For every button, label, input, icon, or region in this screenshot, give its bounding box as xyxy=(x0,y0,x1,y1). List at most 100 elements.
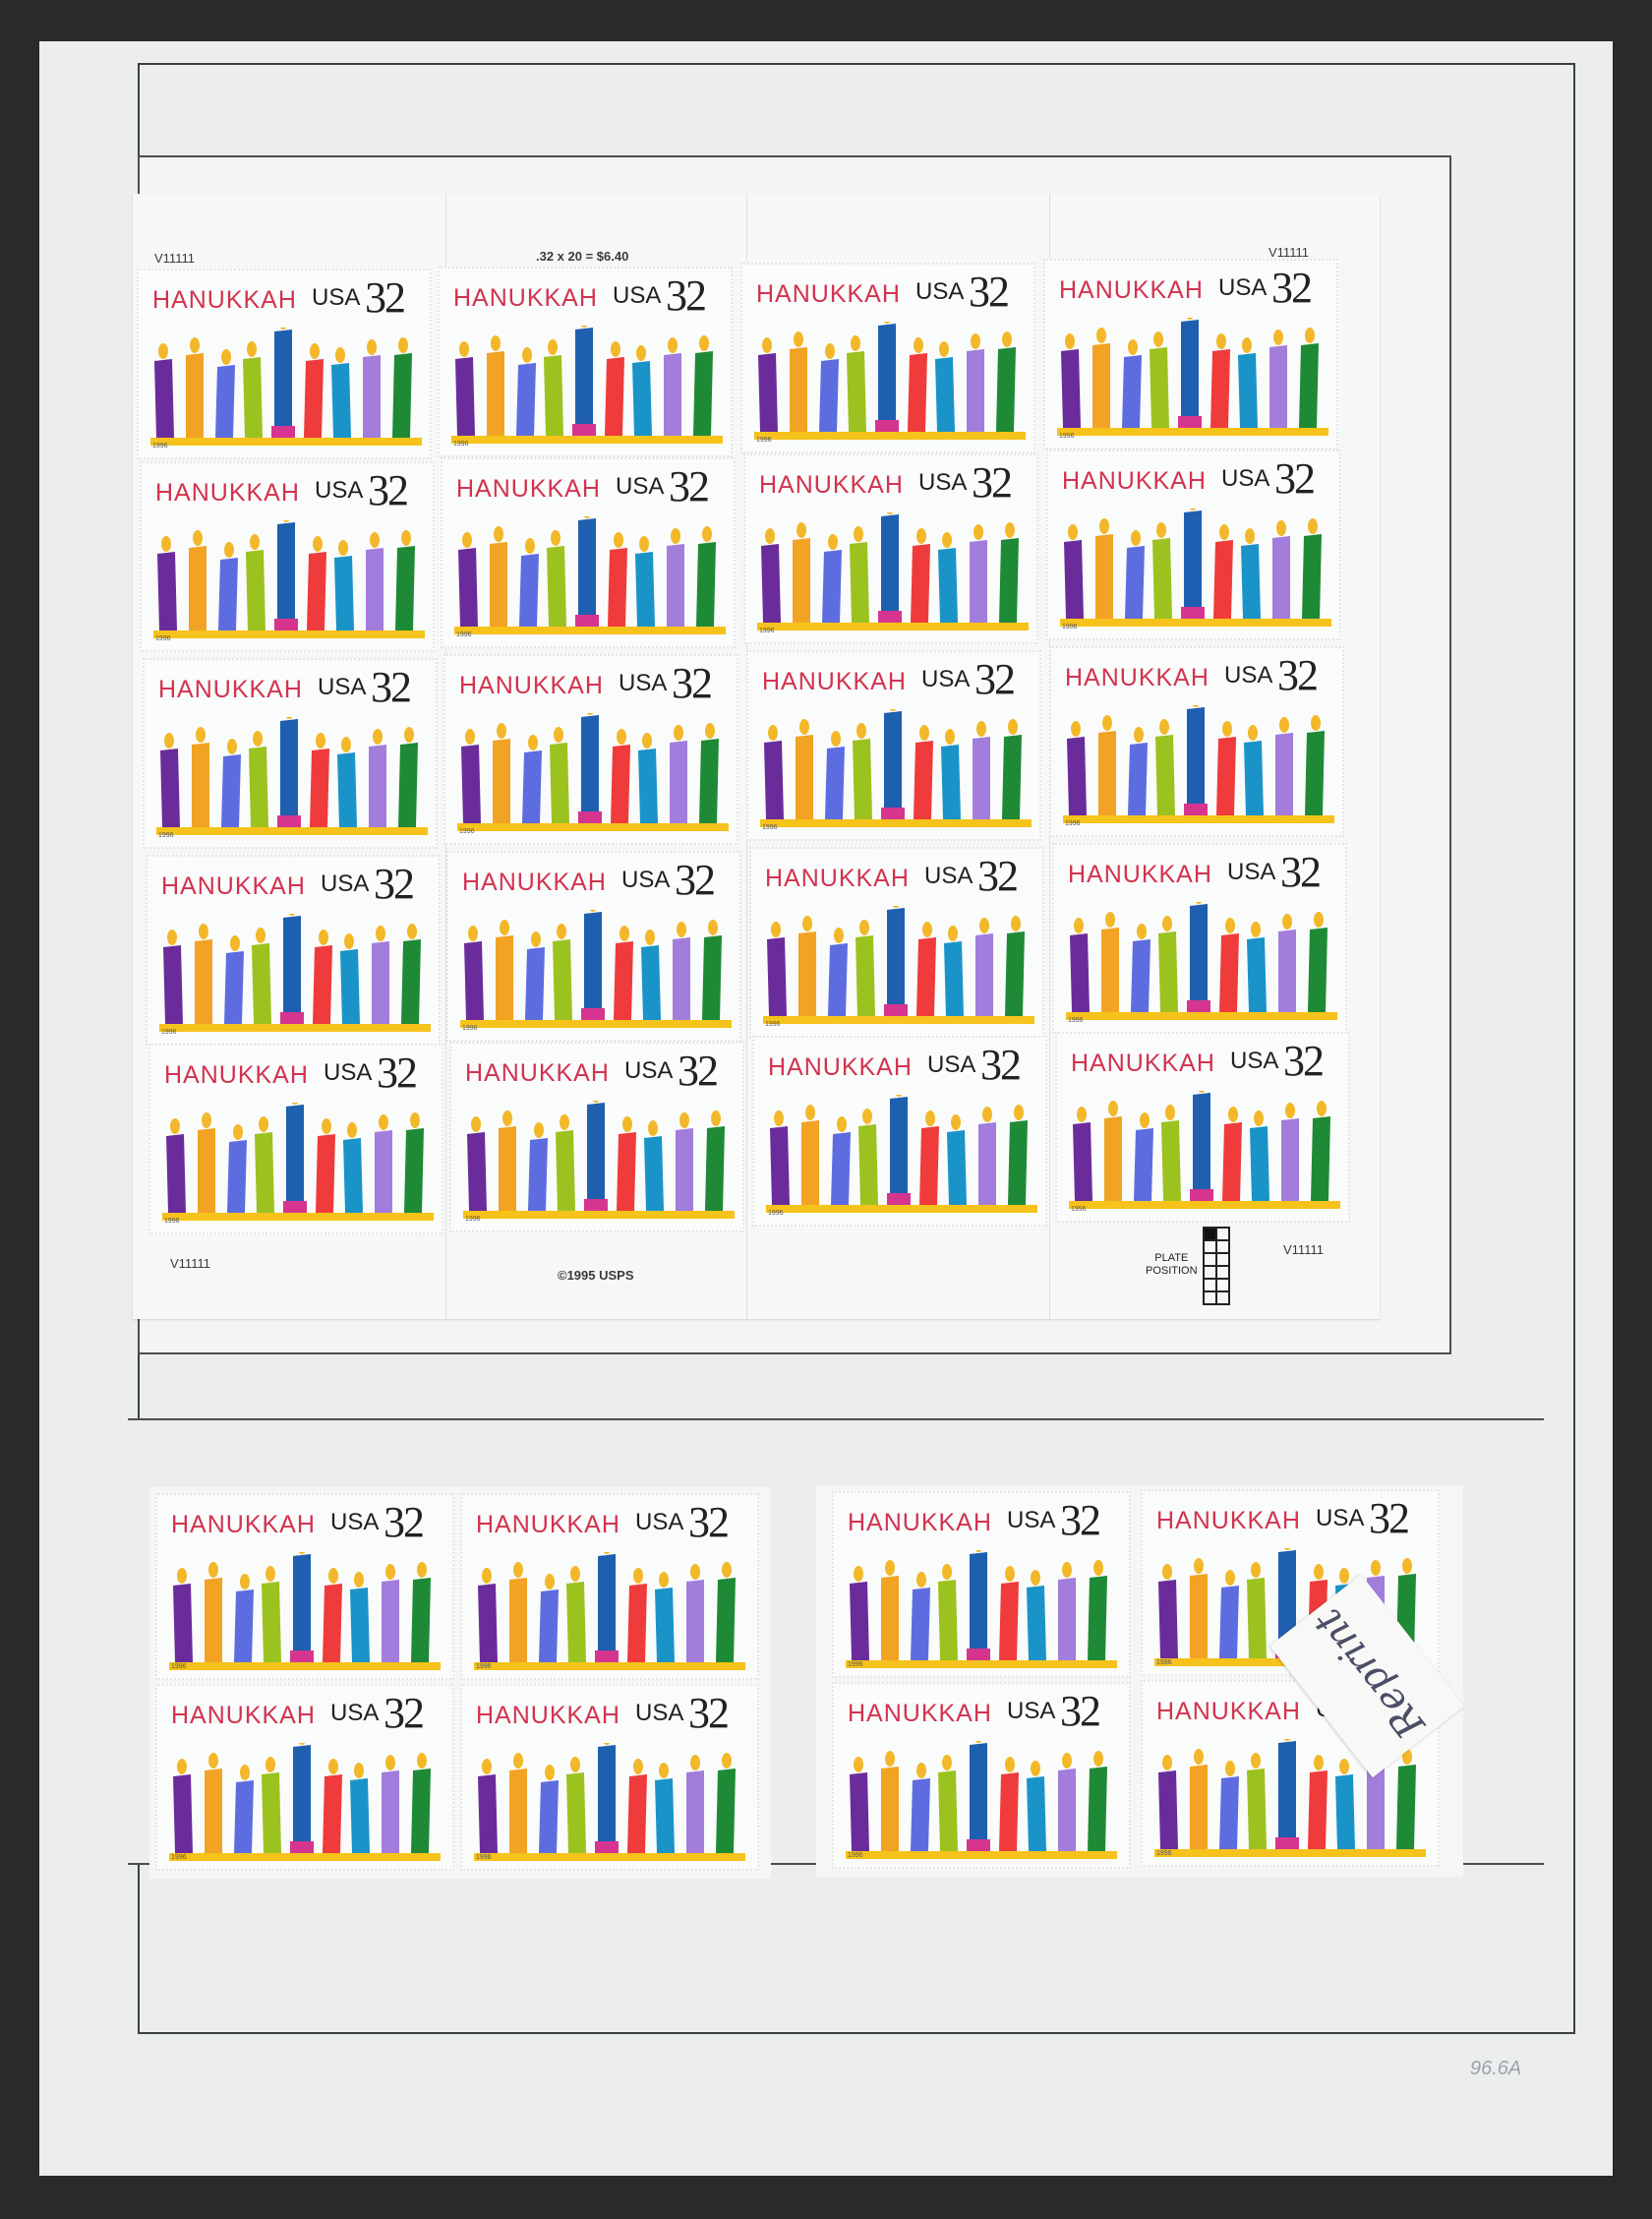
menorah-candles-illustration xyxy=(754,322,1026,440)
stamp-value: 32 xyxy=(1060,1687,1101,1735)
candle-flame xyxy=(854,1566,863,1582)
candle xyxy=(1396,1765,1416,1849)
candle xyxy=(641,945,661,1020)
shamash-holder xyxy=(1190,1189,1213,1201)
candle xyxy=(1305,731,1325,815)
stamp-title: HANUKKAH xyxy=(161,872,306,900)
candle xyxy=(1150,347,1169,428)
candle xyxy=(1278,930,1296,1012)
candle xyxy=(881,1767,899,1851)
candle xyxy=(828,943,848,1016)
stamp-country: USA xyxy=(1230,1048,1279,1074)
stamp-country: USA xyxy=(312,284,361,311)
candle-flame xyxy=(1225,1570,1235,1586)
candle-flame xyxy=(282,520,290,522)
candle xyxy=(627,1584,647,1662)
plate-position-cell xyxy=(1216,1266,1229,1279)
candle-flame xyxy=(603,1552,611,1554)
stamp-sheet: V11111 .32 x 20 = $6.40 V11111 V11111 ©1… xyxy=(133,194,1380,1319)
shamash-holder xyxy=(290,1650,314,1662)
candle-flame xyxy=(982,1107,992,1122)
candle-flame xyxy=(919,725,929,741)
candle xyxy=(686,1770,704,1853)
candle-flame xyxy=(805,1105,815,1120)
plate-position-diagram xyxy=(1203,1227,1230,1305)
candle xyxy=(516,363,536,436)
candle-flame xyxy=(1254,1110,1264,1126)
shamash-candle xyxy=(598,1554,616,1650)
stamp-year: 1996 xyxy=(152,443,168,450)
candle xyxy=(627,1774,647,1853)
candle-flame xyxy=(1402,1749,1412,1765)
menorah-candles-illustration xyxy=(760,709,1032,827)
stamp-value: 32 xyxy=(1283,1037,1325,1085)
candle xyxy=(395,546,415,630)
menorah-candles-illustration xyxy=(162,1103,434,1221)
plate-number-bottom-left: V11111 xyxy=(170,1256,210,1271)
candle xyxy=(699,739,719,823)
candle-flame xyxy=(1093,1560,1103,1576)
candle-flame xyxy=(250,534,260,550)
candle-flame xyxy=(671,528,680,544)
candle-flame xyxy=(690,1755,700,1770)
candle xyxy=(1067,737,1087,815)
candle xyxy=(186,353,204,438)
candle-flame xyxy=(1276,520,1286,536)
shamash-holder xyxy=(884,1004,908,1016)
stamp-year: 1996 xyxy=(1156,1850,1172,1857)
candle-flame xyxy=(1283,1548,1291,1550)
candle-flame xyxy=(659,1763,669,1778)
stamp-title: HANUKKAH xyxy=(1071,1050,1215,1077)
candle-flame xyxy=(161,536,171,552)
candle xyxy=(375,1130,392,1213)
menorah-candles-illustration xyxy=(156,717,428,835)
stamp-country: USA xyxy=(1227,859,1276,885)
candle xyxy=(262,1582,281,1662)
stamp-title: HANUKKAH xyxy=(158,676,303,703)
candle-flame xyxy=(1186,318,1194,320)
stamp-title: HANUKKAH xyxy=(762,668,907,695)
menorah-candles-illustration xyxy=(463,1101,735,1219)
candle xyxy=(411,1578,431,1662)
candle-flame xyxy=(1162,1564,1172,1580)
candle xyxy=(1216,737,1236,815)
candle xyxy=(478,1584,498,1662)
candle xyxy=(911,1588,930,1660)
candle-base xyxy=(1069,1201,1340,1209)
candle xyxy=(911,1778,930,1851)
stamp-value: 32 xyxy=(1280,848,1322,896)
candle xyxy=(999,1582,1019,1660)
candle-flame xyxy=(158,343,168,359)
candle-flame xyxy=(895,1095,903,1097)
candle-flame xyxy=(639,536,649,552)
shamash-holder xyxy=(578,811,602,823)
stamp-year: 1996 xyxy=(1065,820,1081,827)
candle xyxy=(1219,1586,1239,1658)
candle xyxy=(496,935,513,1020)
shamash-holder xyxy=(875,420,899,432)
shamash-holder xyxy=(1181,607,1205,619)
stamp-value: 32 xyxy=(974,655,1016,703)
stamp-value: 32 xyxy=(384,1498,425,1546)
candle-flame xyxy=(668,337,678,353)
candle xyxy=(1367,1767,1385,1849)
candle-flame xyxy=(164,733,174,749)
stamp-year: 1996 xyxy=(765,1021,781,1028)
menorah-candles-illustration xyxy=(474,1743,745,1861)
stamp-country: USA xyxy=(619,670,668,696)
candle-base xyxy=(460,1020,732,1028)
candle-flame xyxy=(417,1562,427,1578)
candle-flame xyxy=(1134,727,1144,743)
price-label: .32 x 20 = $6.40 xyxy=(536,249,629,264)
stamp-year: 1996 xyxy=(476,1854,492,1861)
candle-base xyxy=(474,1662,745,1670)
candle-flame xyxy=(1222,721,1232,737)
candle xyxy=(323,1774,342,1853)
shamash-candle xyxy=(1190,904,1208,1000)
